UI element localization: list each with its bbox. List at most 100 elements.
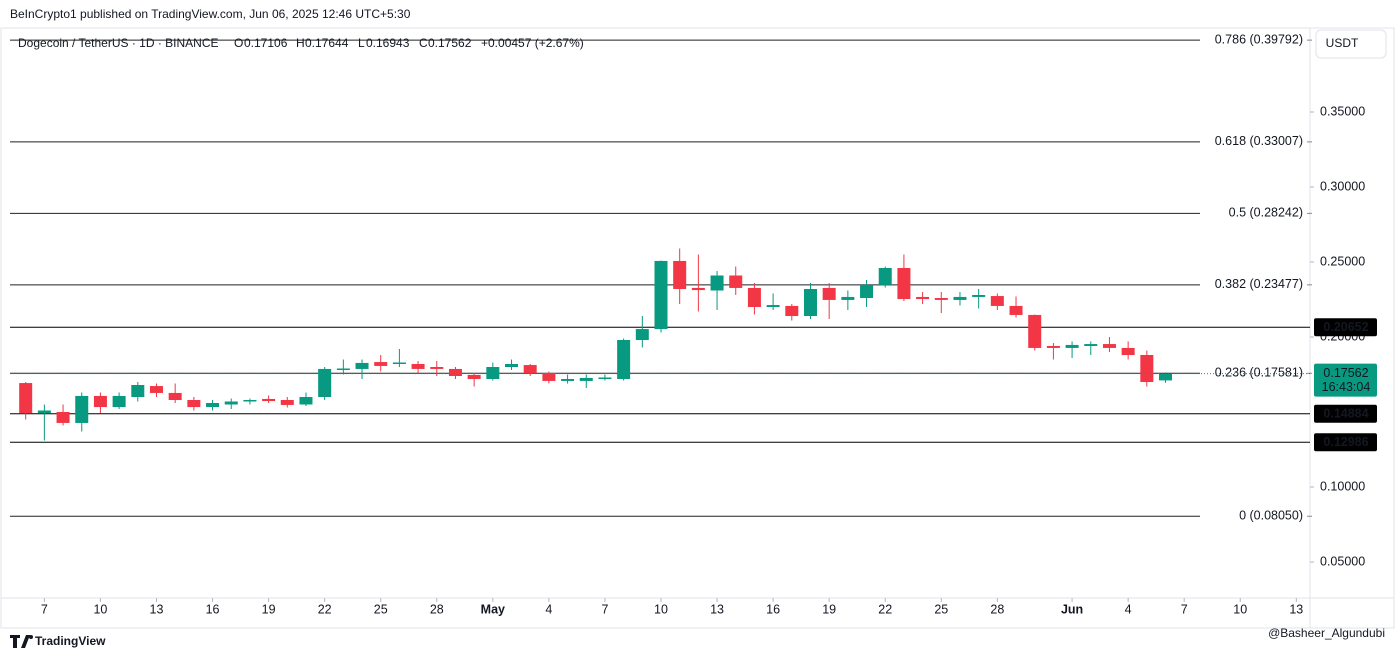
candle-body (318, 368, 332, 397)
candle-body (505, 364, 519, 367)
candle-body (542, 373, 556, 381)
candle-body (224, 401, 238, 405)
candle (1028, 314, 1042, 351)
x-tick-label: 25 (934, 602, 948, 616)
candle (673, 248, 687, 304)
x-tick-label: May (481, 602, 505, 616)
candle-body (206, 403, 220, 408)
candle-body (972, 295, 986, 297)
last-price-label: 0.17562 (1323, 366, 1368, 380)
candle (187, 397, 201, 411)
candle-body (448, 368, 462, 376)
candle (93, 392, 107, 414)
candle-body (1046, 346, 1060, 348)
candle-body (934, 298, 948, 300)
candle (448, 367, 462, 379)
candle-body (374, 362, 388, 366)
candle (374, 355, 388, 372)
candle (1159, 372, 1173, 383)
candle (860, 280, 874, 307)
y-tick-label: 0.10000 (1320, 479, 1365, 493)
ohlc-value: 0.17106 (244, 36, 288, 50)
candle (243, 398, 257, 405)
candle-body (561, 379, 575, 381)
candle-body (841, 296, 855, 300)
x-tick-label: 13 (710, 602, 724, 616)
logo-icon (10, 635, 30, 648)
x-tick-label: 19 (822, 602, 836, 616)
y-tick-label: 0.05000 (1320, 554, 1365, 568)
candle (953, 292, 967, 306)
candle-body (1121, 347, 1135, 355)
level-label: 0.12986 (1323, 435, 1368, 449)
fib-label: 0.382 (0.23477) (1215, 277, 1303, 291)
candle (897, 254, 911, 301)
x-tick-label: 7 (601, 602, 608, 616)
candle (224, 398, 238, 409)
candle-body (1102, 344, 1116, 348)
level-label: 0.20652 (1323, 320, 1368, 334)
currency-box (1315, 29, 1387, 59)
x-tick-label: 13 (1289, 602, 1303, 616)
candle-body (1009, 305, 1023, 315)
candle-body (168, 392, 182, 400)
candle (75, 392, 89, 432)
candle-body (131, 385, 145, 397)
candle (1065, 341, 1079, 358)
candle-body (486, 367, 500, 379)
currency: USDT (1326, 36, 1359, 50)
candle-body (878, 268, 892, 285)
candle (355, 359, 369, 379)
candle-body (803, 289, 817, 316)
x-tick-label: 7 (41, 602, 48, 616)
x-tick-label: 10 (1233, 602, 1247, 616)
candle (654, 260, 668, 333)
candle (710, 271, 724, 310)
candle (617, 338, 631, 381)
chart-frame (0, 27, 1395, 629)
candle-body (243, 400, 257, 402)
candle (822, 283, 836, 319)
ohlc-key: H (296, 36, 305, 50)
candle (785, 304, 799, 321)
candle (411, 361, 425, 373)
candle-body (953, 296, 967, 300)
candle-body (822, 287, 836, 300)
candle (561, 374, 575, 384)
candle (37, 404, 51, 441)
countdown: 16:43:04 (1322, 380, 1371, 394)
y-tick-label: 0.25000 (1320, 254, 1365, 268)
candle (1140, 350, 1154, 387)
x-tick-label: 22 (878, 602, 892, 616)
level-label: 0.14884 (1323, 407, 1368, 421)
x-tick-label: 22 (318, 602, 332, 616)
candle-body (37, 410, 51, 414)
candle-body (1084, 344, 1098, 346)
candle-body (1140, 355, 1154, 382)
ohlc-key: O (234, 36, 243, 50)
watermark: @Basheer_Algundubi (1268, 626, 1385, 640)
candle-body (710, 275, 724, 291)
candle (299, 392, 313, 406)
candle (1046, 343, 1060, 360)
x-tick-label: 10 (654, 602, 668, 616)
candle-body (635, 329, 649, 340)
candle (635, 316, 649, 348)
candle (467, 373, 481, 387)
candle (972, 289, 986, 309)
x-tick-label: 10 (93, 602, 107, 616)
level-box (1314, 433, 1377, 452)
candle (262, 395, 276, 403)
fib-label: 0.786 (0.39792) (1215, 32, 1303, 46)
level-box (1314, 404, 1377, 423)
candle-body (19, 383, 33, 414)
candle-body (860, 284, 874, 298)
candle (168, 383, 182, 403)
candle-body (112, 395, 126, 408)
candle-body (990, 296, 1004, 306)
candle (542, 371, 556, 384)
published-line: BeInCrypto1 published on TradingView.com… (10, 7, 411, 21)
candle (766, 293, 780, 310)
